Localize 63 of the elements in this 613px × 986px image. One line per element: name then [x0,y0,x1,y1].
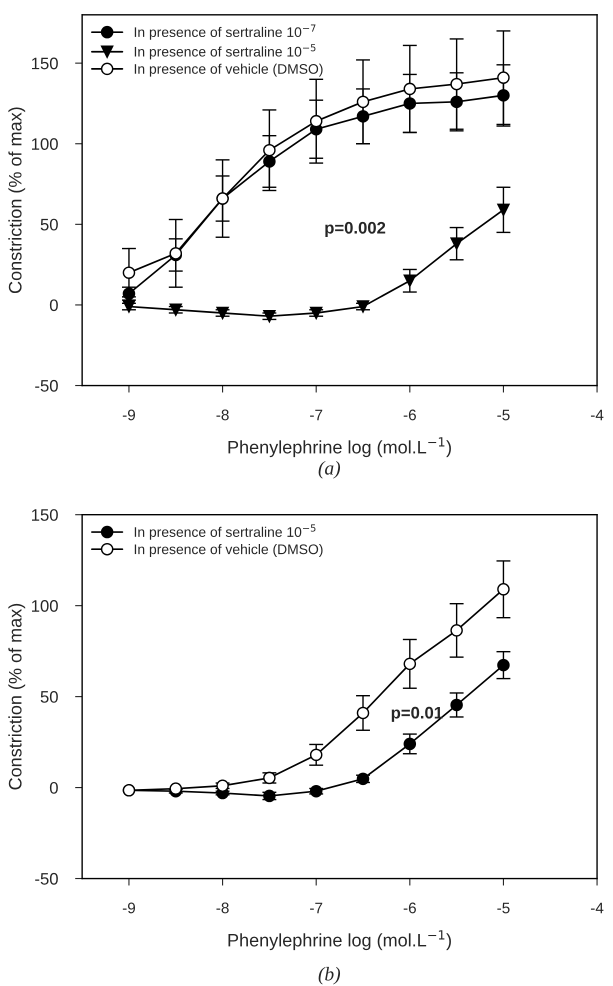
point [497,583,510,596]
x-tick-label: -4 [590,410,604,420]
legend-label: In presence of sertraline 10$^{−5}$ [134,44,316,60]
point [404,82,416,96]
point [404,274,416,288]
point [170,782,182,795]
y-tick-label: 0 [50,299,58,312]
point [497,204,510,216]
x-tick-label: -5 [497,410,510,420]
y-tick-label: 100 [32,138,58,150]
point [450,237,463,250]
point [216,306,229,320]
point [356,96,370,108]
point [497,71,510,84]
x-tick-label: -4 [590,902,604,914]
x-tick-label: -9 [122,902,136,914]
y-tick-label: 50 [40,218,58,231]
annotation: p=0.01 [392,706,443,722]
legend-label: In presence of sertraline 10$^{−5}$ [134,524,316,540]
legend-label: In presence of vehicle (DMSO) [134,64,323,77]
point [170,304,182,316]
y-tick-label: -50 [35,380,58,392]
point [216,780,229,792]
point [497,658,510,672]
point [310,748,322,762]
y-axis-title: Constriction (% of max) [8,107,26,294]
x-tick-label: -9 [122,410,136,420]
y-tick-label: 150 [32,58,58,70]
x-tick-label: -7 [310,902,322,914]
point [310,114,322,128]
point [122,266,136,279]
x-tick-label: -5 [497,902,510,914]
x-axis-title: Phenylephrine log (mol.L$^{−1}$) [228,930,451,950]
annotation: p=0.002 [325,222,386,237]
point [310,306,322,320]
point [450,698,463,712]
y-tick-label: 0 [50,782,58,794]
point [404,738,416,750]
point [356,706,370,720]
point [356,110,370,123]
legend-label: In presence of sertraline 10$^{−7}$ [134,24,316,40]
point [263,310,276,322]
point [404,658,416,670]
text: (b) [318,966,340,985]
x-tick-label: -6 [404,410,416,420]
text: (a) [318,461,340,479]
point [356,300,370,313]
x-tick-label: -7 [310,410,322,420]
x-tick-label: -6 [404,902,416,914]
point [263,144,276,156]
point [310,784,322,798]
point [450,78,463,90]
point [450,624,463,637]
x-axis-title: Phenylephrine log (mol.L$^{−1}$) [228,437,451,458]
y-tick-label: 100 [32,600,58,612]
legend-label: In presence of vehicle (DMSO) [134,544,323,557]
point [122,300,136,313]
x-tick-label: -8 [216,902,229,914]
y-tick-label: 50 [40,691,58,703]
y-tick-label: 150 [32,509,58,521]
y-axis-title: Constriction (% of max) [8,604,26,790]
x-tick-label: -8 [216,410,229,420]
y-tick-label: -50 [35,872,58,885]
